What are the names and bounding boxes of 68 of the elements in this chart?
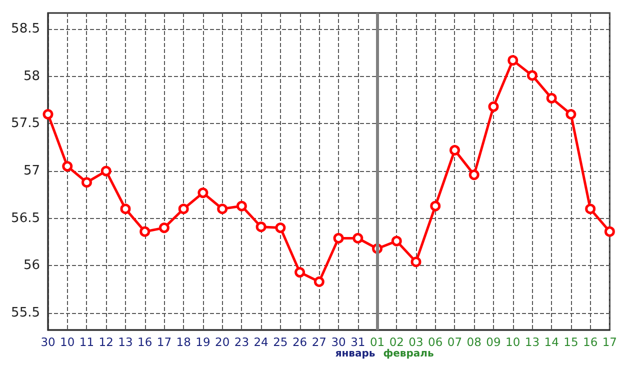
- x-tick-label: 16: [582, 335, 598, 349]
- point: [391, 236, 402, 246]
- x-tick-label: 15: [564, 335, 578, 349]
- x-tick-label: 11: [79, 335, 94, 349]
- x-tick-label: 27: [312, 335, 326, 349]
- point: [217, 204, 228, 214]
- point: [526, 70, 538, 81]
- point: [178, 204, 189, 214]
- point: [42, 109, 54, 120]
- x-tick-label: 07: [447, 335, 462, 349]
- point: [430, 200, 441, 212]
- x-tick-label: 02: [389, 335, 404, 349]
- x-tick-label: 20: [214, 335, 230, 349]
- x-tick-label: 06: [428, 335, 443, 349]
- x-tick-label: 13: [118, 335, 133, 349]
- point: [449, 144, 460, 156]
- y-tick-label: 56: [23, 258, 40, 274]
- point: [333, 232, 344, 244]
- x-tick-label: 03: [408, 335, 424, 349]
- x-tick-label: 26: [292, 335, 308, 349]
- x-tick-label: 01: [370, 335, 385, 349]
- point: [62, 161, 73, 172]
- y-tick-label: 57.5: [11, 116, 40, 132]
- x-tick-label: 31: [350, 335, 366, 349]
- point: [294, 267, 306, 278]
- x-tick-label: 08: [466, 335, 482, 349]
- point: [468, 170, 480, 180]
- x-tick-label: 12: [98, 335, 114, 349]
- point: [158, 222, 170, 234]
- y-tick-label: 55.5: [11, 305, 40, 320]
- point: [275, 222, 286, 234]
- y-tick-label: 56.5: [11, 210, 40, 226]
- x-tick-label: 13: [524, 335, 540, 349]
- point: [120, 204, 131, 214]
- point: [236, 200, 247, 212]
- x-tick-label: 25: [273, 335, 288, 349]
- point: [488, 101, 499, 112]
- point: [81, 177, 92, 188]
- point: [508, 55, 518, 66]
- x-tick-label: 18: [176, 335, 191, 349]
- text: январь: [335, 348, 376, 360]
- y-tick-label: 58.5: [11, 22, 40, 37]
- x-tick-label: 09: [486, 335, 501, 349]
- y-tick-label: 58: [23, 68, 40, 84]
- x-tick-label: 19: [196, 335, 210, 349]
- point: [314, 276, 324, 287]
- x-tick-label: 30: [40, 335, 56, 349]
- point: [140, 226, 150, 237]
- x-tick-label: 24: [254, 335, 268, 349]
- point: [604, 226, 615, 237]
- x-tick-label: 16: [138, 335, 152, 349]
- y-tick-label: 57: [23, 164, 40, 179]
- point: [585, 204, 596, 214]
- x-tick-label: 10: [506, 335, 520, 349]
- x-tick-label: 30: [331, 335, 346, 349]
- text: февраль: [383, 348, 434, 360]
- point: [410, 256, 422, 268]
- x-tick-label: 17: [156, 335, 172, 349]
- x-tick-label: 14: [544, 335, 559, 349]
- point: [546, 92, 557, 104]
- x-tick-label: 23: [234, 335, 250, 349]
- x-tick-label: 17: [602, 335, 618, 349]
- point: [256, 222, 266, 232]
- point: [198, 188, 208, 198]
- point: [100, 166, 112, 176]
- point: [566, 109, 576, 120]
- x-tick-label: 10: [60, 335, 75, 349]
- point: [352, 232, 364, 244]
